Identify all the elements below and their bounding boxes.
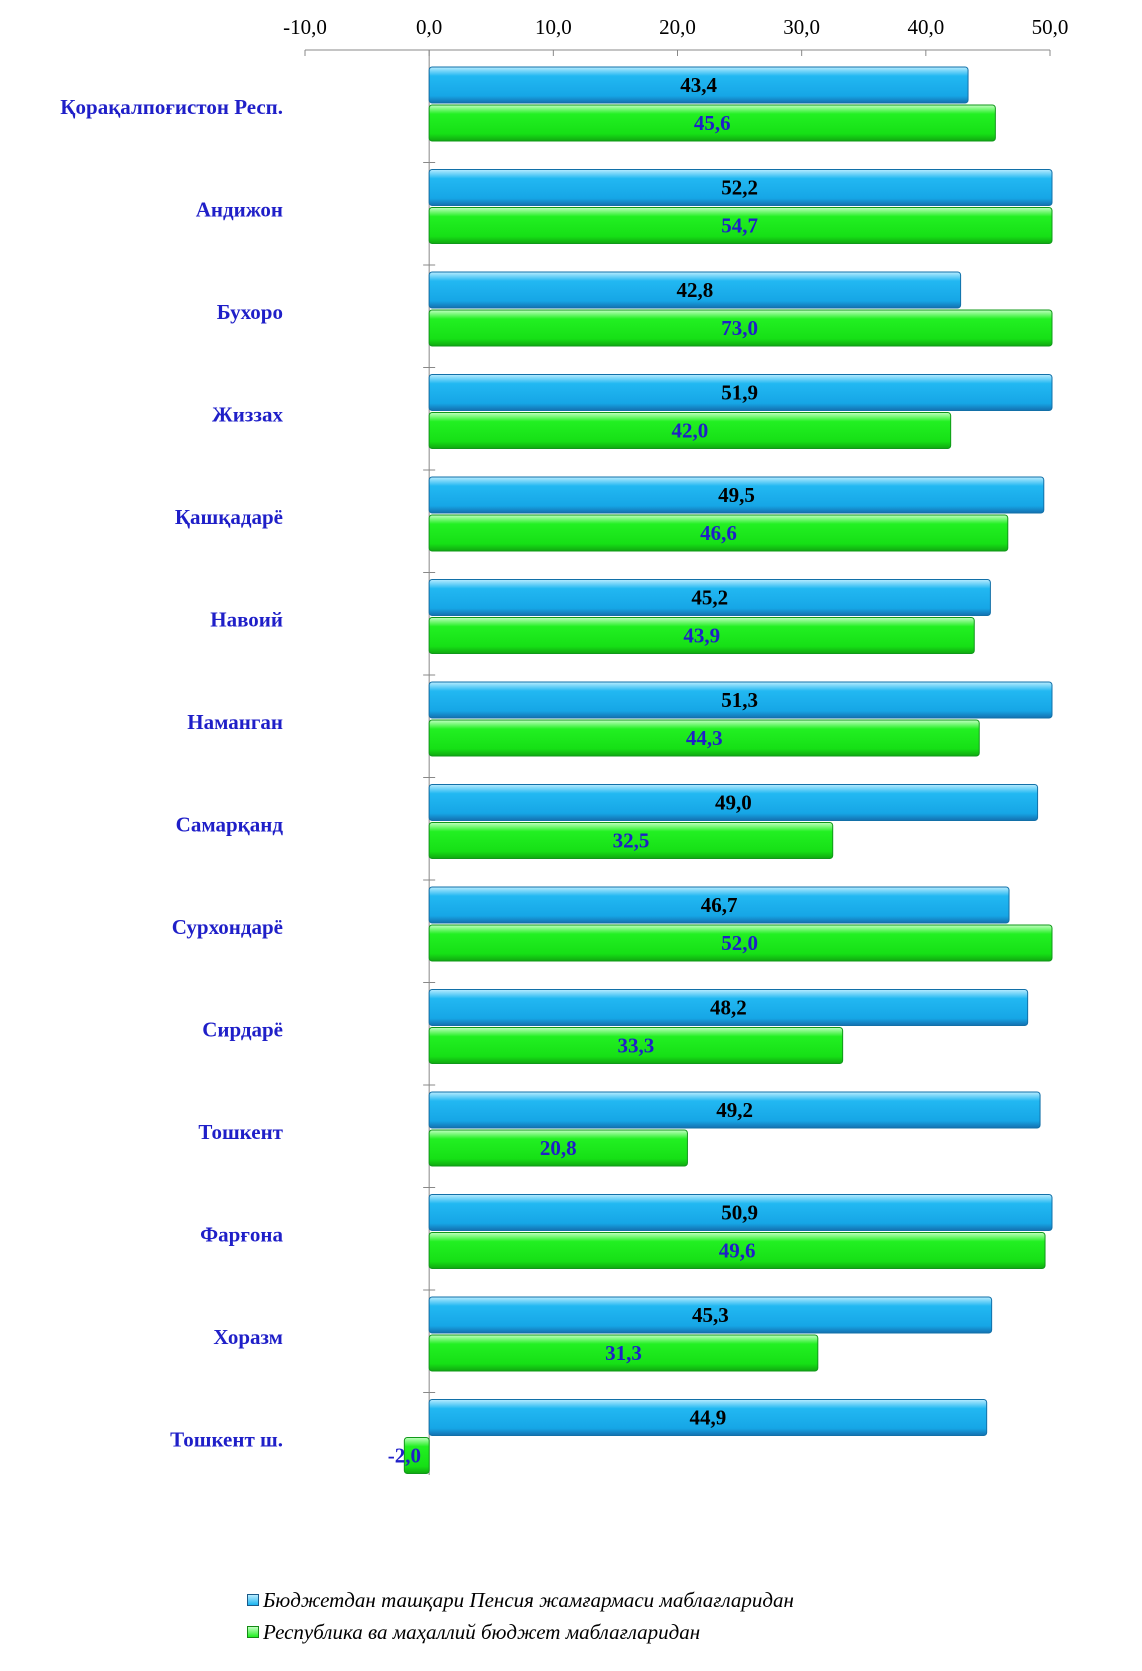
x-tick-label: 0,0 (416, 15, 442, 39)
legend-item: Бюджетдан ташқари Пенсия жамғармаси мабл… (247, 1584, 794, 1616)
bar-pension-fund (428, 784, 1039, 821)
category-label: Жиззах (212, 403, 283, 427)
bar-budget (428, 1129, 688, 1167)
bar-budget (428, 617, 975, 654)
data-label: 49,2 (716, 1098, 753, 1122)
data-label: -2,0 (388, 1444, 421, 1468)
bar-pension-fund (428, 1091, 1041, 1129)
category-label: Қорақалпоғистон Респ. (60, 95, 283, 119)
data-label: 73,0 (721, 316, 758, 340)
legend-label: Республика ва маҳаллий бюджет маблағлари… (263, 1619, 701, 1644)
legend-swatch-blue (247, 1594, 259, 1606)
bar-budget (428, 514, 1009, 552)
data-label: 52,0 (721, 931, 758, 955)
bar-pension-fund (428, 886, 1010, 924)
bar-pension-fund (428, 476, 1045, 514)
category-label: Фарғона (200, 1223, 283, 1247)
data-label: 51,9 (721, 381, 758, 405)
legend-item: Республика ва маҳаллий бюджет маблағлари… (247, 1616, 794, 1648)
bar-pension-fund (428, 1194, 1053, 1231)
category-label: Сирдарё (202, 1018, 283, 1042)
category-label: Хоразм (213, 1325, 283, 1349)
bar-budget (428, 1334, 819, 1372)
data-label: 46,6 (700, 521, 737, 545)
data-label: 33,3 (618, 1034, 655, 1058)
category-label: Наманган (187, 710, 283, 734)
bar-budget (428, 412, 952, 449)
data-label: 48,2 (710, 996, 747, 1020)
bar-pension-fund (428, 271, 962, 309)
bar-budget (428, 1027, 844, 1064)
data-label: 45,3 (692, 1303, 729, 1327)
category-label: Қашқадарё (175, 505, 283, 529)
data-label: 31,3 (605, 1341, 642, 1365)
bar-pension-fund (428, 681, 1053, 719)
data-label: 50,9 (721, 1201, 758, 1225)
data-label: 51,3 (721, 688, 758, 712)
data-label: 44,3 (686, 726, 723, 750)
bar-budget (428, 924, 1053, 962)
x-tick-label: 30,0 (783, 15, 820, 39)
bar-budget (403, 1437, 430, 1474)
legend-label: Бюджетдан ташқари Пенсия жамғармаси мабл… (263, 1587, 794, 1612)
bar-pension-fund (428, 374, 1053, 411)
data-label: 44,9 (690, 1406, 727, 1430)
legend: Бюджетдан ташқари Пенсия жамғармаси мабл… (247, 1584, 794, 1648)
data-label: 49,5 (718, 483, 755, 507)
legend-swatch-green (247, 1626, 259, 1638)
category-label: Андижон (196, 198, 283, 222)
data-label: 52,2 (721, 176, 758, 200)
bar-budget (428, 1232, 1046, 1269)
data-label: 32,5 (613, 829, 650, 853)
category-label: Тошкент ш. (170, 1428, 283, 1452)
category-label: Самарқанд (176, 813, 284, 837)
bar-budget (428, 309, 1053, 347)
data-label: 45,6 (694, 111, 731, 135)
bar-budget (428, 207, 1053, 244)
bar-pension-fund (428, 1296, 993, 1334)
bar-pension-fund (428, 579, 991, 616)
x-tick-label: 20,0 (659, 15, 696, 39)
x-tick-label: 50,0 (1032, 15, 1069, 39)
data-label: 43,4 (680, 73, 717, 97)
data-label: 49,0 (715, 791, 752, 815)
data-label: 20,8 (540, 1136, 577, 1160)
data-label: 42,8 (677, 278, 714, 302)
data-label: 43,9 (683, 624, 720, 648)
data-label: 49,6 (719, 1239, 756, 1263)
x-tick-label: 10,0 (535, 15, 572, 39)
category-label: Сурхондарё (172, 915, 283, 939)
data-label: 42,0 (672, 419, 709, 443)
x-tick-label: -10,0 (283, 15, 327, 39)
x-tick-label: 40,0 (907, 15, 944, 39)
category-label: Навоий (210, 608, 283, 632)
bar-budget (428, 719, 980, 757)
data-label: 46,7 (701, 893, 738, 917)
bar-pension-fund (428, 989, 1029, 1026)
data-label: 45,2 (691, 586, 728, 610)
category-label: Бухоро (217, 300, 283, 324)
bar-pension-fund (428, 169, 1053, 206)
bar-budget (428, 822, 834, 859)
bar-budget (428, 104, 996, 142)
bar-pension-fund (428, 66, 969, 104)
category-label: Тошкент (198, 1120, 283, 1144)
bar-pension-fund (428, 1399, 988, 1436)
data-label: 54,7 (721, 214, 758, 238)
